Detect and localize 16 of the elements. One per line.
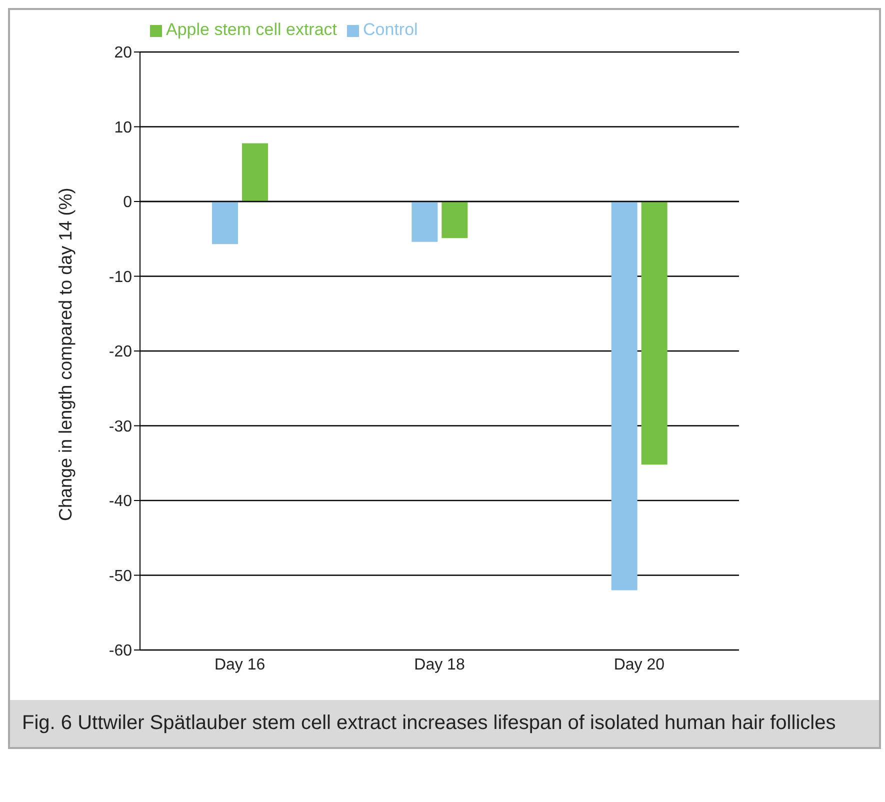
y-tick-label: -50 — [108, 568, 132, 585]
legend-label: Apple stem cell extract — [166, 20, 338, 39]
y-tick-label: 10 — [114, 119, 132, 136]
x-tick-label: Day 20 — [614, 656, 665, 674]
y-axis-title: Change in length compared to day 14 (%) — [55, 188, 76, 521]
caption: Fig. 6 Uttwiler Spätlauber stem cell extract increases lifespan of isolated human hair follicles — [10, 700, 879, 747]
y-tick-label: 0 — [123, 194, 132, 212]
y-tick-label: -40 — [108, 493, 132, 510]
y-tick-label: -10 — [108, 268, 132, 286]
x-tick-label: Day 18 — [414, 656, 465, 674]
y-tick-label: -20 — [108, 344, 132, 361]
y-tick-label: 20 — [114, 44, 132, 62]
x-tick-label: Day 16 — [214, 656, 266, 674]
y-tick-label: -30 — [108, 418, 132, 436]
y-tick-label: -60 — [108, 642, 132, 660]
legend-label: Control — [363, 20, 418, 39]
